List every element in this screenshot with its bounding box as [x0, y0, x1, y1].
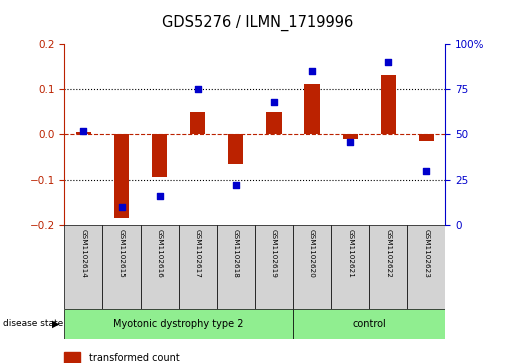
Text: GSM1102622: GSM1102622	[385, 229, 391, 278]
Bar	[64, 309, 293, 339]
Bar	[255, 225, 293, 309]
Text: disease state: disease state	[3, 319, 63, 329]
Text: transformed count: transformed count	[90, 353, 180, 363]
Text: Myotonic dystrophy type 2: Myotonic dystrophy type 2	[113, 319, 244, 329]
Point	[194, 86, 202, 92]
Point	[270, 99, 278, 105]
Text: GSM1102623: GSM1102623	[423, 229, 430, 278]
Point	[232, 182, 240, 188]
Text: GDS5276 / ILMN_1719996: GDS5276 / ILMN_1719996	[162, 15, 353, 31]
Point	[156, 193, 164, 199]
Bar	[64, 225, 102, 309]
Bar	[331, 225, 369, 309]
Bar	[342, 134, 358, 139]
Bar	[217, 225, 255, 309]
Bar	[381, 75, 396, 134]
Bar	[228, 134, 244, 164]
Bar	[419, 134, 434, 141]
Bar	[293, 225, 331, 309]
Bar	[102, 225, 141, 309]
Point	[346, 139, 354, 144]
Text: control: control	[352, 319, 386, 329]
Bar	[64, 352, 80, 363]
Bar	[304, 84, 320, 134]
Bar	[190, 112, 205, 134]
Point	[422, 168, 431, 174]
Text: GSM1102621: GSM1102621	[347, 229, 353, 278]
Bar	[407, 225, 445, 309]
Text: GSM1102619: GSM1102619	[271, 229, 277, 278]
Text: GSM1102618: GSM1102618	[233, 229, 239, 278]
Point	[117, 204, 126, 210]
Text: ▶: ▶	[52, 319, 59, 329]
Point	[308, 68, 316, 74]
Text: GSM1102615: GSM1102615	[118, 229, 125, 278]
Bar	[266, 112, 282, 134]
Bar	[293, 309, 445, 339]
Bar	[76, 132, 91, 134]
Bar	[369, 225, 407, 309]
Text: GSM1102620: GSM1102620	[309, 229, 315, 278]
Bar	[141, 225, 179, 309]
Bar	[152, 134, 167, 178]
Text: GSM1102614: GSM1102614	[80, 229, 87, 278]
Point	[384, 59, 392, 65]
Text: GSM1102616: GSM1102616	[157, 229, 163, 278]
Text: GSM1102617: GSM1102617	[195, 229, 201, 278]
Point	[79, 128, 88, 134]
Bar	[114, 134, 129, 218]
Bar	[179, 225, 217, 309]
